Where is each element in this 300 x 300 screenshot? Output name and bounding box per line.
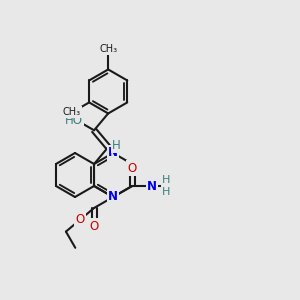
Text: H: H xyxy=(162,175,170,185)
Text: N: N xyxy=(108,190,118,203)
Text: O: O xyxy=(89,220,99,232)
Text: CH₃: CH₃ xyxy=(63,107,81,117)
Text: HO: HO xyxy=(65,114,83,127)
Text: H: H xyxy=(162,187,170,197)
Text: O: O xyxy=(76,213,85,226)
Text: O: O xyxy=(128,161,137,175)
Text: N: N xyxy=(147,179,157,193)
Text: N: N xyxy=(108,146,118,160)
Text: H: H xyxy=(112,139,121,152)
Text: CH₃: CH₃ xyxy=(99,44,117,54)
